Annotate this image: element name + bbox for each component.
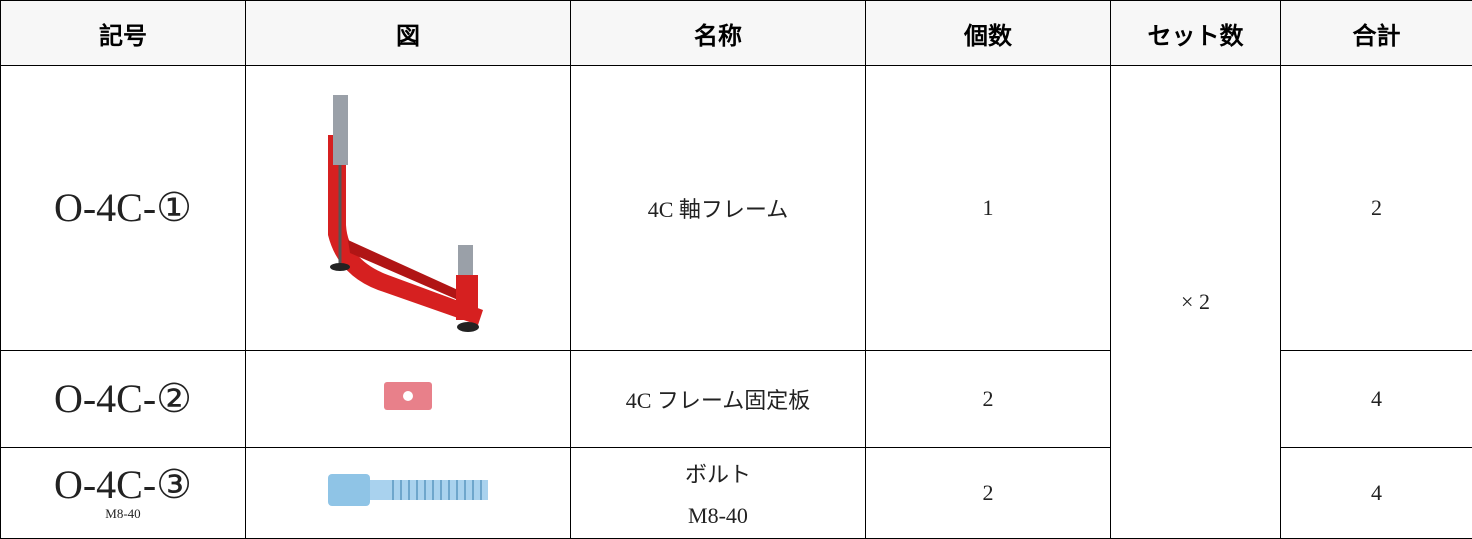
name-cell: 4C フレーム固定板 xyxy=(570,349,866,448)
code-cell: O-4C-① xyxy=(0,65,246,351)
name: 4C フレーム固定板 xyxy=(625,387,811,413)
header-cell: 名称 xyxy=(570,0,866,67)
header-row: 記号 図 名称 個数 セット数 合計 xyxy=(0,0,1472,67)
code-cell: O-4C-③ M8-40 xyxy=(0,446,246,539)
code: O-4C-① xyxy=(53,184,193,230)
name: ボルト xyxy=(684,461,751,487)
total-cell: 4 xyxy=(1280,446,1472,539)
row: O-4C-② 4C フレーム固定板 2 4 xyxy=(0,349,1472,448)
header-cell: 図 xyxy=(245,0,571,67)
sets: × 2 xyxy=(1181,289,1210,315)
header-cell: 合計 xyxy=(1280,0,1472,67)
total: 4 xyxy=(1371,479,1382,505)
image-cell xyxy=(245,349,571,448)
count: 1 xyxy=(982,194,994,220)
count-cell: 2 xyxy=(865,446,1111,539)
code-cell: O-4C-② xyxy=(0,349,246,448)
count: 2 xyxy=(982,479,994,505)
row: O-4C-③ M8-40 ボルト M8-40 2 4 xyxy=(0,446,1472,539)
code-note: M8-40 xyxy=(105,506,141,522)
bolt-image xyxy=(328,473,488,506)
code: O-4C-③ xyxy=(53,462,193,508)
image-cell xyxy=(245,446,571,539)
name-cell: 4C 軸フレーム xyxy=(570,65,866,351)
header-cell: セット数 xyxy=(1110,0,1281,67)
header-cell: 記号 xyxy=(0,0,246,67)
name-note: M8-40 xyxy=(688,502,748,528)
total: 2 xyxy=(1371,194,1382,220)
count-cell: 1 xyxy=(865,65,1111,351)
count-cell: 2 xyxy=(865,349,1111,448)
frame-image xyxy=(328,94,483,332)
sets-cell: × 2 xyxy=(1110,65,1281,539)
plate-image xyxy=(384,381,432,410)
row: O-4C-① 4C 軸フレーム 1 × 2 2 xyxy=(0,65,1472,539)
total: 4 xyxy=(1371,385,1382,411)
name-cell: ボルト M8-40 xyxy=(570,446,866,539)
total-cell: 4 xyxy=(1280,349,1472,448)
code: O-4C-② xyxy=(53,375,193,421)
image-cell xyxy=(245,65,571,351)
name: 4C 軸フレーム xyxy=(647,196,789,222)
count: 2 xyxy=(982,385,994,411)
total-cell: 2 xyxy=(1280,65,1472,351)
header-cell: 個数 xyxy=(865,0,1111,67)
